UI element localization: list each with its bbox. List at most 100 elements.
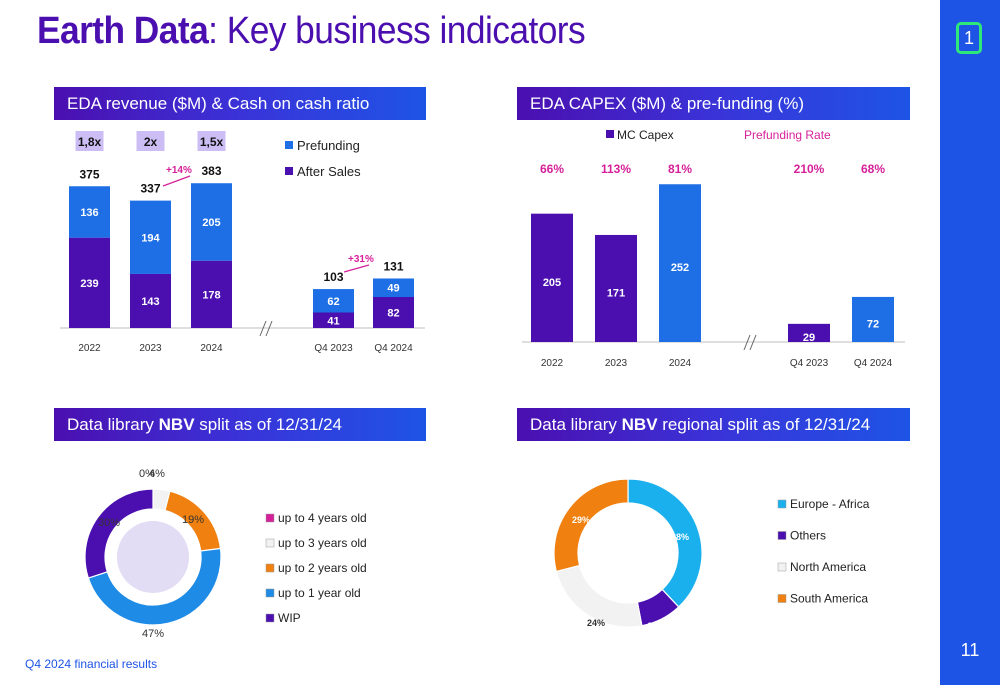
nbv-slice-label: 19% xyxy=(182,514,204,526)
rev-total-label: 375 xyxy=(79,167,99,181)
rev-bar-prefunding xyxy=(191,183,232,261)
regional-slice-europe-africa xyxy=(627,478,703,608)
nbv-slice-label: 30% xyxy=(98,517,120,529)
rev-legend-swatch-after-sales xyxy=(285,167,293,175)
page-title: Earth Data: Key business indicators xyxy=(37,10,586,53)
capex-bar-label: 29 xyxy=(803,332,815,344)
capex-prefunding-rate-label: 66% xyxy=(540,162,564,176)
logo-text: 1 xyxy=(963,27,974,48)
capex-bar-label: 252 xyxy=(671,262,689,274)
rev-total-label: 103 xyxy=(323,270,343,284)
capex-legend-swatch xyxy=(606,130,614,138)
revenue-panel-banner: EDA revenue ($M) & Cash on cash ratio xyxy=(54,87,426,120)
rev-label-prefunding: 136 xyxy=(80,207,98,219)
regional-legend-label: North America xyxy=(790,560,866,574)
rev-label-prefunding: 49 xyxy=(387,283,399,295)
page-title-bold: Earth Data xyxy=(37,10,209,52)
regional-slice-south-america xyxy=(553,478,629,573)
rev-axis-break-mark xyxy=(259,320,267,337)
capex-bar-label: 171 xyxy=(607,287,625,299)
rev-label-after-sales: 82 xyxy=(387,308,399,320)
logo-icon: 1 xyxy=(956,22,982,54)
rev-ratio-label: 2x xyxy=(144,135,158,149)
regional-legend-swatch xyxy=(777,562,787,572)
nbv-legend-swatch xyxy=(265,588,275,598)
nbv-legend-swatch xyxy=(265,563,275,573)
rev-legend-swatch-prefunding xyxy=(285,141,293,149)
nbv-slice-label: 47% xyxy=(142,628,164,640)
rev-x-tick: Q4 2023 xyxy=(314,343,353,354)
nbv-title-pre: Data library xyxy=(67,415,159,434)
rev-axis-break-mark xyxy=(265,320,273,337)
regional-title-post: regional split as of 12/31/24 xyxy=(657,415,871,434)
nbv-title-bold: NBV xyxy=(158,415,195,434)
nbv-slice-wip xyxy=(84,488,154,579)
nbv-legend-label: up to 4 years old xyxy=(278,511,367,525)
rev-bar-after-sales xyxy=(69,237,110,328)
rev-bar-after-sales xyxy=(373,297,414,328)
rev-label-prefunding: 194 xyxy=(141,232,160,244)
regional-legend-label: Others xyxy=(790,529,826,543)
rev-growth-label: +31% xyxy=(348,254,374,265)
rev-x-tick: 2023 xyxy=(139,343,162,354)
rev-total-label: 337 xyxy=(140,182,160,196)
nbv-legend-label: up to 2 years old xyxy=(278,561,367,575)
capex-prefunding-rate-label: 81% xyxy=(668,162,692,176)
regional-panel-banner: Data library NBV regional split as of 12… xyxy=(517,408,910,441)
capex-bar-label: 72 xyxy=(867,318,879,330)
footer-text: Q4 2024 financial results xyxy=(25,657,158,671)
capex-prefunding-rate-label: 210% xyxy=(794,162,825,176)
capex-prefunding-rate-label: 113% xyxy=(601,162,631,176)
rev-bar-after-sales xyxy=(191,260,232,328)
rev-label-prefunding: 205 xyxy=(202,217,220,229)
rev-ratio-label: 1,8x xyxy=(78,135,102,149)
capex-x-tick: 2023 xyxy=(605,358,628,369)
nbv-title-post: split as of 12/31/24 xyxy=(194,415,342,434)
nbv-donut-center xyxy=(117,521,189,593)
rev-bar-after-sales xyxy=(313,312,354,328)
regional-slice-label: 29% xyxy=(572,515,590,525)
rev-label-after-sales: 239 xyxy=(80,278,98,290)
nbv-legend-label: WIP xyxy=(278,611,301,625)
capex-x-tick: 2024 xyxy=(669,358,692,369)
capex-panel-banner: EDA CAPEX ($M) & pre-funding (%) xyxy=(517,87,910,120)
capex-bar xyxy=(659,184,701,342)
nbv-panel-banner: Data library NBV split as of 12/31/24 xyxy=(54,408,426,441)
rev-label-after-sales: 178 xyxy=(202,289,220,301)
rev-legend-label: Prefunding xyxy=(297,138,360,153)
rev-x-tick: 2022 xyxy=(78,343,101,354)
rev-bar-after-sales xyxy=(130,273,171,328)
rev-ratio-label: 1,5x xyxy=(200,135,224,149)
nbv-legend-label: up to 1 year old xyxy=(278,586,361,600)
page-number: 11 xyxy=(960,640,980,660)
rev-ratio-badge xyxy=(136,131,165,151)
revenue-panel-title: EDA revenue ($M) & Cash on cash ratio xyxy=(67,94,370,113)
rev-x-tick: Q4 2024 xyxy=(374,343,413,354)
rev-label-after-sales: 41 xyxy=(327,315,339,327)
rev-growth-line xyxy=(162,175,191,187)
nbv-legend-swatch xyxy=(265,538,275,548)
nbv-slice-label: 0% xyxy=(139,468,155,480)
capex-panel-title: EDA CAPEX ($M) & pre-funding (%) xyxy=(530,94,804,113)
nbv-slice-label: 4% xyxy=(149,468,165,480)
regional-legend-swatch xyxy=(777,594,787,603)
rev-legend-label: After Sales xyxy=(297,164,361,179)
rev-bar-prefunding xyxy=(69,186,110,238)
rev-total-label: 131 xyxy=(383,259,403,273)
capex-bar xyxy=(595,234,637,342)
rev-bar-prefunding xyxy=(373,278,414,298)
capex-bar xyxy=(531,213,573,342)
regional-slice-label: 9% xyxy=(647,621,660,631)
rev-growth-line xyxy=(343,264,370,273)
capex-legend-prefunding-rate: Prefunding Rate xyxy=(744,128,831,142)
regional-legend-swatch xyxy=(777,499,787,509)
capex-bar-label: 205 xyxy=(543,277,561,289)
rev-growth-label: +14% xyxy=(166,165,192,176)
rev-total-label: 383 xyxy=(201,164,221,178)
rev-ratio-badge xyxy=(197,131,226,151)
regional-legend-swatch xyxy=(777,531,787,540)
brand-sidebar xyxy=(940,0,1000,685)
regional-title-bold: NBV xyxy=(621,415,658,434)
capex-axis-break-mark xyxy=(749,334,757,351)
